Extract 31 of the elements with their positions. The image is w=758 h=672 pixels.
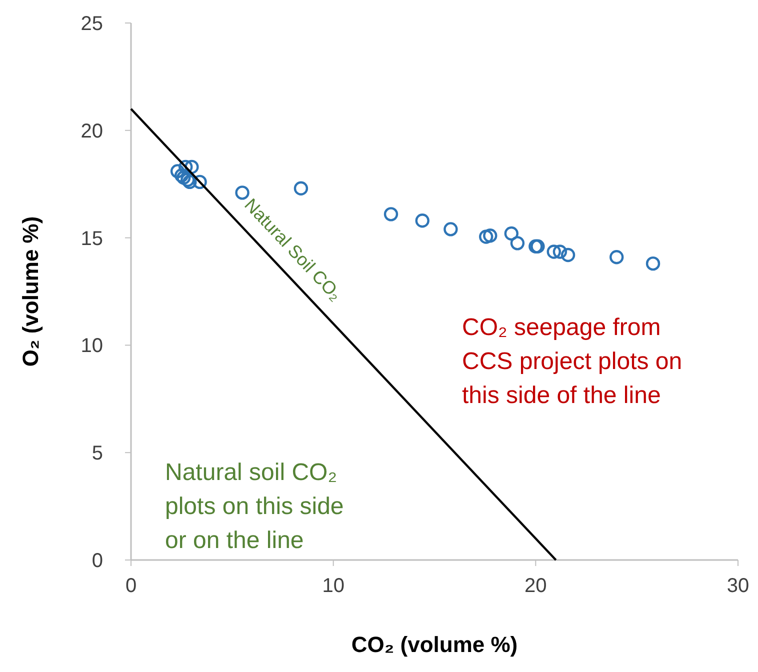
point: [235, 186, 250, 200]
point: [552, 244, 568, 259]
annotation: Natural soil CO₂ plots on this side or on the line: [165, 459, 344, 554]
point: [610, 250, 624, 264]
point: [510, 236, 525, 250]
x-tick-label: 10: [322, 575, 344, 597]
x-axis-title: CO₂ (volume %): [351, 632, 518, 657]
point: [478, 230, 494, 244]
point: [294, 181, 308, 196]
y-tick-label: 20: [80, 120, 103, 142]
y-axis-title: O₂ (volume %): [18, 216, 43, 367]
y-tick-label: 0: [92, 550, 103, 572]
point: [646, 256, 660, 271]
y-tick-label: 25: [80, 13, 103, 35]
annotation: CO₂ seepage from CCS project plots on this side of the line: [462, 314, 682, 409]
point: [415, 214, 430, 228]
y-tick-label: 5: [92, 442, 103, 465]
point: [483, 228, 498, 243]
point: [444, 222, 458, 236]
point: [504, 226, 518, 241]
x-tick-label: 30: [726, 575, 750, 597]
point: [546, 244, 561, 259]
x-tick-label: 20: [524, 575, 547, 597]
y-tick-label: 10: [80, 335, 103, 358]
point: [170, 164, 185, 178]
point: [384, 207, 398, 222]
point: [192, 174, 207, 190]
y-tick-label: 15: [80, 228, 103, 250]
x-tick-label: 0: [125, 575, 137, 597]
point: [184, 160, 199, 174]
point: [560, 248, 576, 262]
